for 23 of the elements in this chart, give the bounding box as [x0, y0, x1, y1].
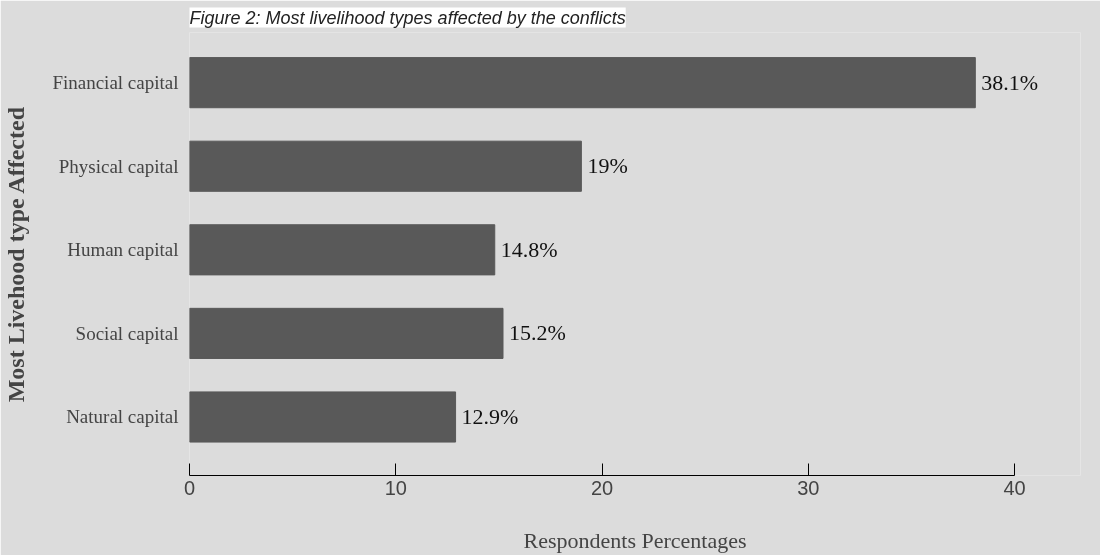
x-tick-label: 10	[384, 476, 407, 499]
y-tick-label: Financial capital	[52, 72, 179, 94]
data-label: 38.1%	[981, 69, 1039, 95]
data-label: 19%	[587, 153, 628, 179]
bar	[189, 140, 582, 192]
x-axis-title: Respondents Percentages	[523, 527, 747, 553]
y-tick-label: Human capital	[67, 239, 179, 261]
data-label: 14.8%	[500, 236, 558, 262]
y-tick-label: Physical capital	[58, 155, 179, 177]
y-tick-label: Social capital	[75, 322, 179, 344]
bar	[189, 224, 496, 276]
chart-title: Figure 2: Most livelihood types affected by the conflicts	[189, 7, 626, 28]
x-tick-label: 30	[797, 476, 820, 499]
y-tick-label: Natural capital	[66, 406, 179, 428]
bar	[189, 391, 457, 443]
y-axis-title: Most Livehood type Affected	[3, 106, 30, 403]
x-tick-label: 40	[1003, 476, 1026, 499]
x-tick-label: 20	[590, 476, 614, 499]
bar	[189, 57, 976, 109]
x-tick-label: 0	[183, 476, 196, 499]
data-label: 15.2%	[509, 320, 566, 346]
bar	[189, 307, 504, 359]
data-label: 12.9%	[461, 403, 519, 429]
